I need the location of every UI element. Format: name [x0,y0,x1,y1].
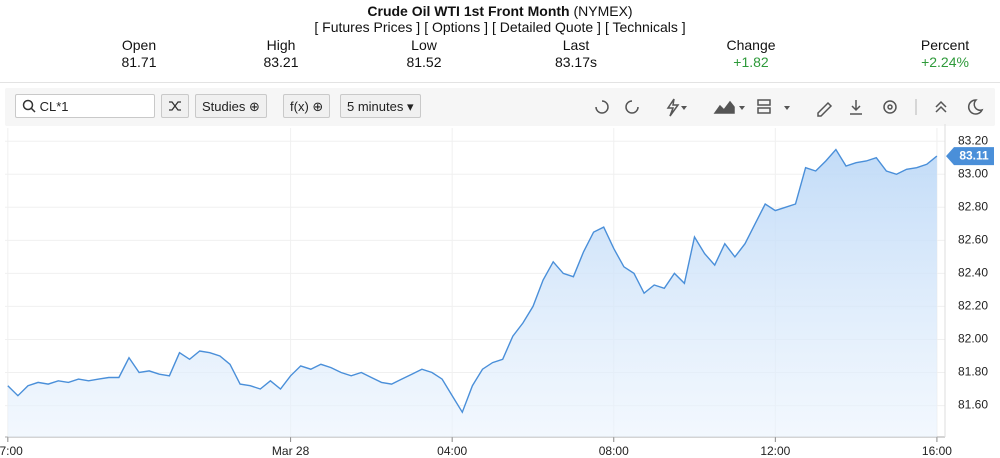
toolbar: CL*1 Studies ⊕ f(x) ⊕ 5 minutes ▾ [5,88,995,126]
x-tick-label: Mar 28 [272,444,310,458]
quote-value: 83.21 [263,54,299,70]
links: [ Futures Prices ][ Options ][ Detailed … [0,19,1000,35]
last-price-label: 83.11 [959,148,989,162]
x-tick-label: 17:00 [0,444,23,458]
search-icon [22,99,36,113]
price-line [7,148,938,414]
chart-style[interactable] [713,100,735,114]
symbol: CL*1 [39,99,69,114]
studies: Studies [202,99,246,114]
chart: 81.60 81.80 82.00 82.20 82.40 82.60 82.80 83.00… [0,124,994,458]
quote-label: Change [726,37,776,53]
layout[interactable] [757,99,771,106]
quote-percent: Percent +2.24% [885,37,1000,71]
y-tick-label: 82.40 [958,266,988,280]
x-tick-label: 12:00 [760,444,790,458]
last-price-flag [946,147,994,166]
link[interactable]: [ Detailed Quote ] [492,19,601,35]
theme[interactable] [967,99,984,115]
quote-change: Change +1.82 [691,37,811,71]
link[interactable]: [ Futures Prices ] [314,19,421,35]
download[interactable] [850,100,862,115]
quote-value: +1.82 [733,54,769,70]
separator [0,82,1000,83]
collapse[interactable] [935,100,947,113]
y-tick-label: 81.60 [958,398,988,412]
quote-label: High [266,37,296,53]
symbol-search[interactable]: CL*1 [15,94,155,118]
x-tick-label: 16:00 [922,444,952,458]
interval: 5 minutes [347,99,404,114]
y-tick-label: 82.20 [958,299,988,313]
y-tick-label: 82.00 [958,332,988,346]
quote-value: +2.24% [921,54,969,70]
exchange: (NYMEX) [573,3,633,19]
quote-low: Low 81.52 [364,37,484,71]
quote-last: Last 83.17s [516,37,636,71]
y-tick-label: 83.20 [958,133,988,147]
fx-button[interactable]: f(x) ⊕ [283,94,331,118]
quote-value: 81.71 [121,54,157,70]
quote-label: Low [411,37,437,53]
y-tick-label: 81.80 [958,365,988,379]
x-tick-label: 04:00 [437,444,467,458]
redo[interactable] [625,100,639,114]
quote-value: 83.17s [554,54,598,70]
studies-button[interactable]: Studies ⊕ [195,94,267,118]
fx: f(x) [290,99,309,114]
interval-button[interactable]: 5 minutes ▾ [340,94,421,118]
y-tick-label: 83.00 [958,166,988,180]
settings[interactable] [883,100,897,114]
toolbar-icons [595,98,984,117]
link[interactable]: [ Technicals ] [604,19,686,35]
quote-label: Last [562,37,590,53]
area [7,149,937,437]
quote-value: 81.52 [406,54,442,70]
quote-high: High 83.21 [221,37,341,71]
link[interactable]: [ Options ] [424,19,488,35]
undo[interactable] [595,100,609,114]
quote-label: Open [121,37,157,53]
title-row: Crude Oil WTI 1st Front Month (NYMEX) [0,3,1000,19]
shuffle-icon [169,101,181,111]
draw-tool[interactable] [666,98,680,117]
title: Crude Oil WTI 1st Front Month [367,3,570,19]
pencil[interactable] [817,101,833,117]
y-tick-label: 82.80 [958,199,988,213]
quote-open: Open 81.71 [79,37,199,71]
quote-label: Percent [920,37,970,53]
x-tick-label: 08:00 [599,444,629,458]
y-tick-label: 82.60 [958,233,988,247]
compare-button[interactable] [161,94,189,118]
